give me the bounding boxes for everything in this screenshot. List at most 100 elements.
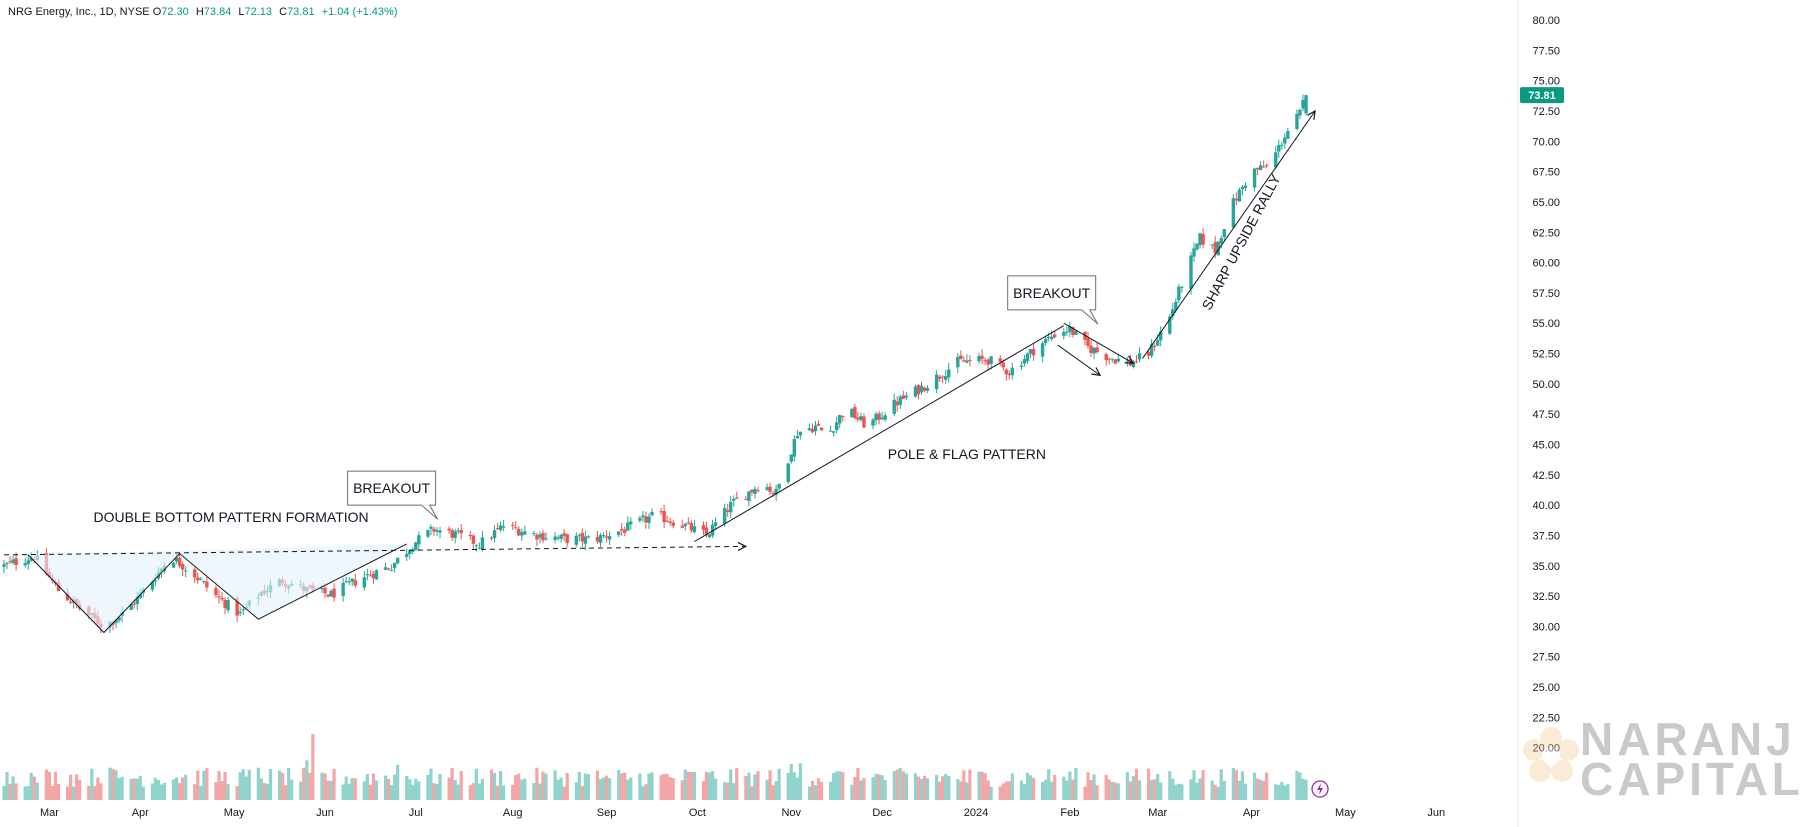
candle[interactable] (607, 531, 612, 546)
candle[interactable] (1237, 187, 1242, 202)
candle[interactable] (750, 489, 754, 496)
candle[interactable] (480, 530, 485, 552)
candle[interactable] (8, 556, 12, 564)
candle[interactable] (456, 527, 460, 535)
candle[interactable] (1298, 108, 1302, 120)
candle[interactable] (707, 534, 712, 538)
candle[interactable] (495, 523, 500, 531)
candle[interactable] (813, 421, 818, 436)
candle[interactable] (650, 508, 654, 517)
candle[interactable] (692, 520, 697, 534)
candle[interactable] (471, 534, 476, 550)
candle[interactable] (792, 435, 797, 462)
candle[interactable] (1116, 353, 1121, 364)
candle[interactable] (774, 484, 778, 501)
candle[interactable] (916, 384, 921, 400)
candle[interactable] (1004, 368, 1008, 381)
candle[interactable] (238, 606, 242, 617)
candle[interactable] (947, 362, 951, 383)
candle[interactable] (183, 566, 188, 578)
candle[interactable] (859, 412, 863, 422)
candle[interactable] (934, 370, 939, 394)
candle[interactable] (647, 513, 651, 529)
candle[interactable] (968, 355, 972, 367)
candle[interactable] (998, 354, 1002, 367)
candle[interactable] (1189, 251, 1193, 295)
candle[interactable] (940, 375, 945, 384)
candle[interactable] (392, 562, 397, 573)
candle[interactable] (1280, 141, 1284, 151)
candle[interactable] (668, 517, 672, 526)
candle[interactable] (977, 352, 981, 364)
candle[interactable] (350, 578, 354, 587)
candle[interactable] (598, 533, 603, 547)
candle[interactable] (765, 483, 769, 491)
candle[interactable] (1025, 352, 1030, 364)
candle[interactable] (353, 573, 357, 589)
candle[interactable] (747, 490, 751, 507)
candle[interactable] (841, 415, 845, 422)
candle[interactable] (732, 495, 736, 507)
candle[interactable] (477, 542, 482, 550)
candle[interactable] (1010, 362, 1015, 380)
candle[interactable] (665, 515, 669, 523)
candle[interactable] (492, 525, 497, 543)
candle[interactable] (326, 594, 330, 598)
candle[interactable] (450, 528, 454, 541)
candle[interactable] (620, 522, 624, 536)
candle[interactable] (956, 352, 960, 374)
candle[interactable] (904, 391, 909, 401)
candle[interactable] (989, 355, 993, 370)
candle[interactable] (901, 390, 906, 400)
candle[interactable] (1243, 182, 1248, 192)
candle[interactable] (701, 521, 706, 536)
candle[interactable] (1264, 163, 1269, 169)
candle[interactable] (898, 395, 902, 410)
candle[interactable] (768, 482, 772, 496)
candle[interactable] (1274, 146, 1278, 169)
candle[interactable] (329, 588, 333, 597)
candle[interactable] (347, 577, 351, 586)
candle[interactable] (11, 555, 15, 565)
candle[interactable] (1195, 243, 1199, 252)
candle[interactable] (1113, 358, 1117, 365)
candle[interactable] (1134, 355, 1139, 364)
candle[interactable] (1240, 184, 1245, 196)
candle[interactable] (937, 374, 942, 382)
candle[interactable] (538, 531, 542, 544)
candle[interactable] (417, 531, 421, 551)
candle[interactable] (777, 483, 781, 492)
candle[interactable] (199, 576, 203, 581)
candle[interactable] (1149, 339, 1154, 359)
candle[interactable] (405, 548, 409, 562)
candle[interactable] (1104, 352, 1108, 366)
candle[interactable] (959, 350, 963, 360)
candle[interactable] (744, 495, 748, 500)
candle[interactable] (877, 410, 881, 425)
candle[interactable] (1062, 328, 1066, 340)
candle[interactable] (411, 547, 415, 555)
candle[interactable] (341, 578, 345, 602)
candle[interactable] (408, 549, 412, 560)
candle[interactable] (541, 529, 545, 544)
candle[interactable] (68, 598, 73, 605)
candle[interactable] (414, 541, 418, 551)
candle[interactable] (729, 495, 733, 518)
candle[interactable] (389, 564, 394, 572)
candle[interactable] (786, 462, 790, 484)
candle[interactable] (532, 530, 536, 536)
candle[interactable] (965, 354, 969, 364)
candle[interactable] (810, 423, 815, 434)
candle[interactable] (1043, 335, 1048, 346)
candle[interactable] (807, 423, 812, 431)
candle[interactable] (386, 567, 391, 571)
candle[interactable] (426, 529, 430, 539)
candle[interactable] (1177, 283, 1181, 304)
candle[interactable] (577, 533, 582, 542)
candle[interactable] (1031, 342, 1036, 361)
candle[interactable] (1234, 192, 1239, 206)
candle[interactable] (680, 519, 684, 529)
candle[interactable] (874, 411, 878, 426)
candle[interactable] (535, 532, 539, 546)
candle[interactable] (362, 571, 367, 591)
